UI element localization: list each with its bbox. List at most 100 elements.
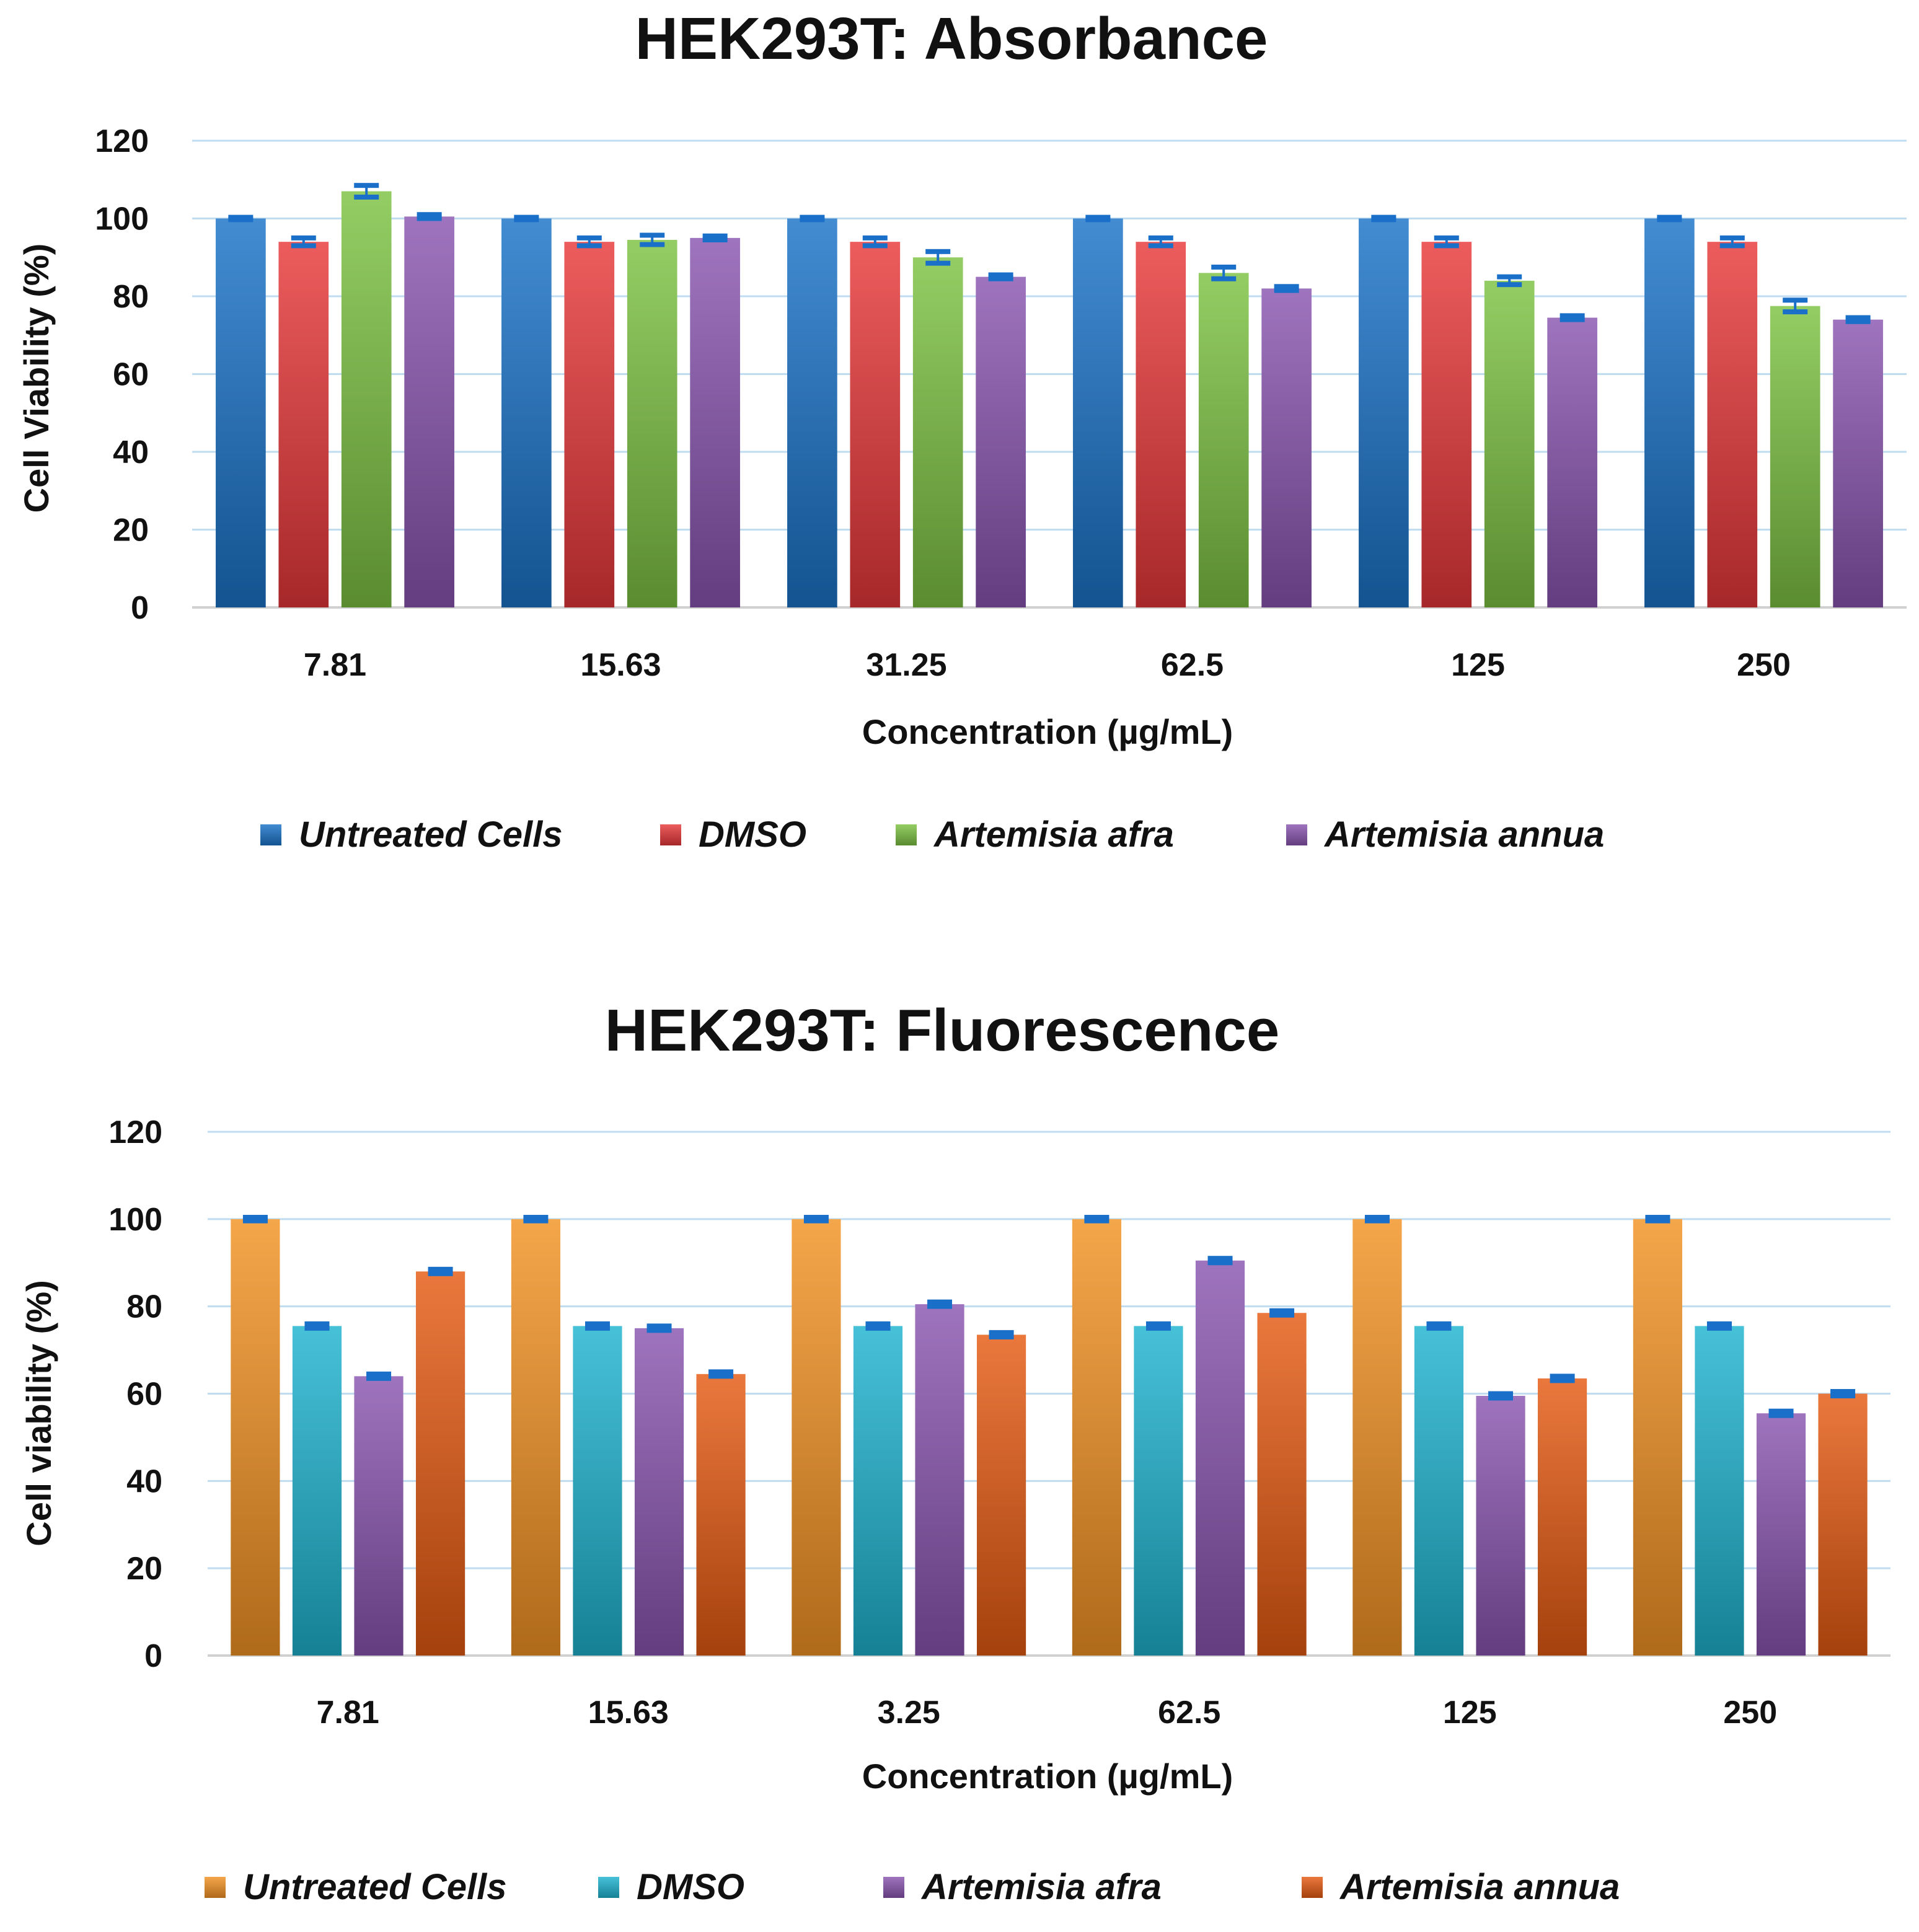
error-bar xyxy=(989,1330,1014,1339)
bar xyxy=(1421,242,1472,607)
y-tick-label: 40 xyxy=(113,434,149,470)
error-bar xyxy=(1371,214,1396,223)
legend-label: Untreated Cells xyxy=(243,1867,506,1907)
x-tick-label: 62.5 xyxy=(1161,647,1224,683)
bar xyxy=(627,240,677,607)
bar xyxy=(1537,1378,1587,1656)
y-tick-label: 0 xyxy=(131,590,149,626)
y-tick-label: 120 xyxy=(95,123,149,159)
x-tick-label: 7.81 xyxy=(304,647,366,683)
error-bar xyxy=(1426,1321,1452,1331)
error-bar xyxy=(514,214,539,223)
error-bar xyxy=(1269,1308,1295,1318)
bar xyxy=(1633,1219,1683,1656)
bar xyxy=(501,218,552,607)
error-bar xyxy=(646,1323,672,1333)
y-tick-label: 20 xyxy=(126,1551,162,1587)
absorbance-x-ticks: 7.81 15.63 31.25 62.5 125 250 xyxy=(304,647,1791,683)
error-bar xyxy=(228,214,254,223)
legend-item: Artemisia annua xyxy=(1302,1867,1620,1907)
y-tick-label: 100 xyxy=(108,1202,162,1238)
legend-swatch xyxy=(205,1877,226,1898)
absorbance-legend: Untreated Cells DMSO Artemisia afra Artemis… xyxy=(260,814,1604,855)
error-bar xyxy=(354,183,379,200)
legend-item: DMSO xyxy=(660,814,806,855)
bar xyxy=(853,1326,903,1656)
bar xyxy=(1695,1326,1744,1656)
fluorescence-y-axis-label: Cell viability (%) xyxy=(19,1280,58,1546)
bar xyxy=(1707,242,1758,607)
fluorescence-y-ticks: 0 20 40 60 80 100 120 xyxy=(108,1114,162,1674)
x-tick-label: 125 xyxy=(1451,647,1505,683)
legend-swatch xyxy=(260,824,281,845)
error-bar xyxy=(865,1321,891,1331)
absorbance-chart-title: HEK293T: Absorbance xyxy=(635,6,1268,72)
bar xyxy=(292,1326,342,1656)
absorbance-x-axis-label: Concentration (µg/mL) xyxy=(862,712,1233,751)
error-bar xyxy=(1845,315,1871,324)
error-bar xyxy=(1211,264,1237,281)
bar xyxy=(1257,1313,1307,1656)
y-tick-label: 0 xyxy=(144,1638,162,1674)
error-bar xyxy=(1207,1256,1233,1266)
bar xyxy=(1770,306,1820,607)
fluorescence-chart-title: HEK293T: Fluorescence xyxy=(605,997,1279,1064)
legend-item: Untreated Cells xyxy=(260,814,562,855)
x-tick-label: 15.63 xyxy=(588,1695,669,1731)
error-bar xyxy=(1559,313,1585,322)
error-bar xyxy=(304,1321,330,1331)
error-bar xyxy=(708,1369,734,1379)
error-bar xyxy=(988,272,1013,281)
error-bar xyxy=(1145,1321,1171,1331)
bar xyxy=(1547,317,1597,607)
legend-swatch xyxy=(598,1877,619,1898)
error-bar xyxy=(1783,298,1808,315)
fluorescence-bars xyxy=(231,1219,1868,1656)
error-bar xyxy=(1719,235,1745,249)
bar xyxy=(912,257,963,607)
error-bar xyxy=(523,1215,549,1224)
error-bar xyxy=(1645,1215,1670,1224)
fluorescence-gridlines xyxy=(208,1131,1890,1657)
legend-swatch xyxy=(883,1877,904,1898)
y-tick-label: 60 xyxy=(113,357,149,393)
y-tick-label: 20 xyxy=(113,513,149,549)
bar xyxy=(1644,218,1695,607)
legend-label: DMSO xyxy=(699,814,806,855)
absorbance-bars xyxy=(216,191,1883,608)
bar xyxy=(696,1374,746,1656)
legend-item: DMSO xyxy=(598,1867,744,1907)
legend-label: Artemisia annua xyxy=(1339,1867,1620,1907)
error-bar xyxy=(428,1266,453,1276)
bar xyxy=(278,242,329,607)
y-tick-label: 100 xyxy=(95,201,149,237)
bar xyxy=(915,1304,964,1656)
bar xyxy=(1833,319,1883,607)
error-bar xyxy=(1657,214,1682,223)
error-bar xyxy=(1768,1408,1794,1418)
bar xyxy=(1134,1326,1183,1656)
error-bar xyxy=(1830,1388,1856,1399)
absorbance-chart: HEK293T: Absorbance 0 20 40 60 80 100 120 7.81… xyxy=(17,6,1907,855)
bar xyxy=(231,1219,280,1656)
error-bar xyxy=(862,235,888,249)
bar xyxy=(216,218,266,607)
bar xyxy=(787,218,837,607)
x-tick-label: 250 xyxy=(1737,647,1791,683)
legend-label: Artemisia afra xyxy=(920,1867,1162,1907)
x-tick-label: 3.25 xyxy=(878,1695,940,1731)
fluorescence-chart: HEK293T: Fluorescence 0 20 40 60 80 100 120 7.… xyxy=(19,997,1890,1907)
x-tick-label: 7.81 xyxy=(317,1695,379,1731)
legend-item: Artemisia afra xyxy=(883,1867,1162,1907)
error-bar xyxy=(1706,1321,1732,1331)
absorbance-error-bars xyxy=(228,183,1871,324)
error-bar xyxy=(803,1215,829,1224)
bar xyxy=(511,1219,561,1656)
legend-label: Artemisia afra xyxy=(933,814,1174,855)
error-bar xyxy=(576,235,602,249)
y-tick-label: 80 xyxy=(126,1289,162,1325)
fluorescence-legend: Untreated Cells DMSO Artemisia afra Artemis… xyxy=(205,1867,1620,1907)
error-bar xyxy=(1497,274,1522,288)
